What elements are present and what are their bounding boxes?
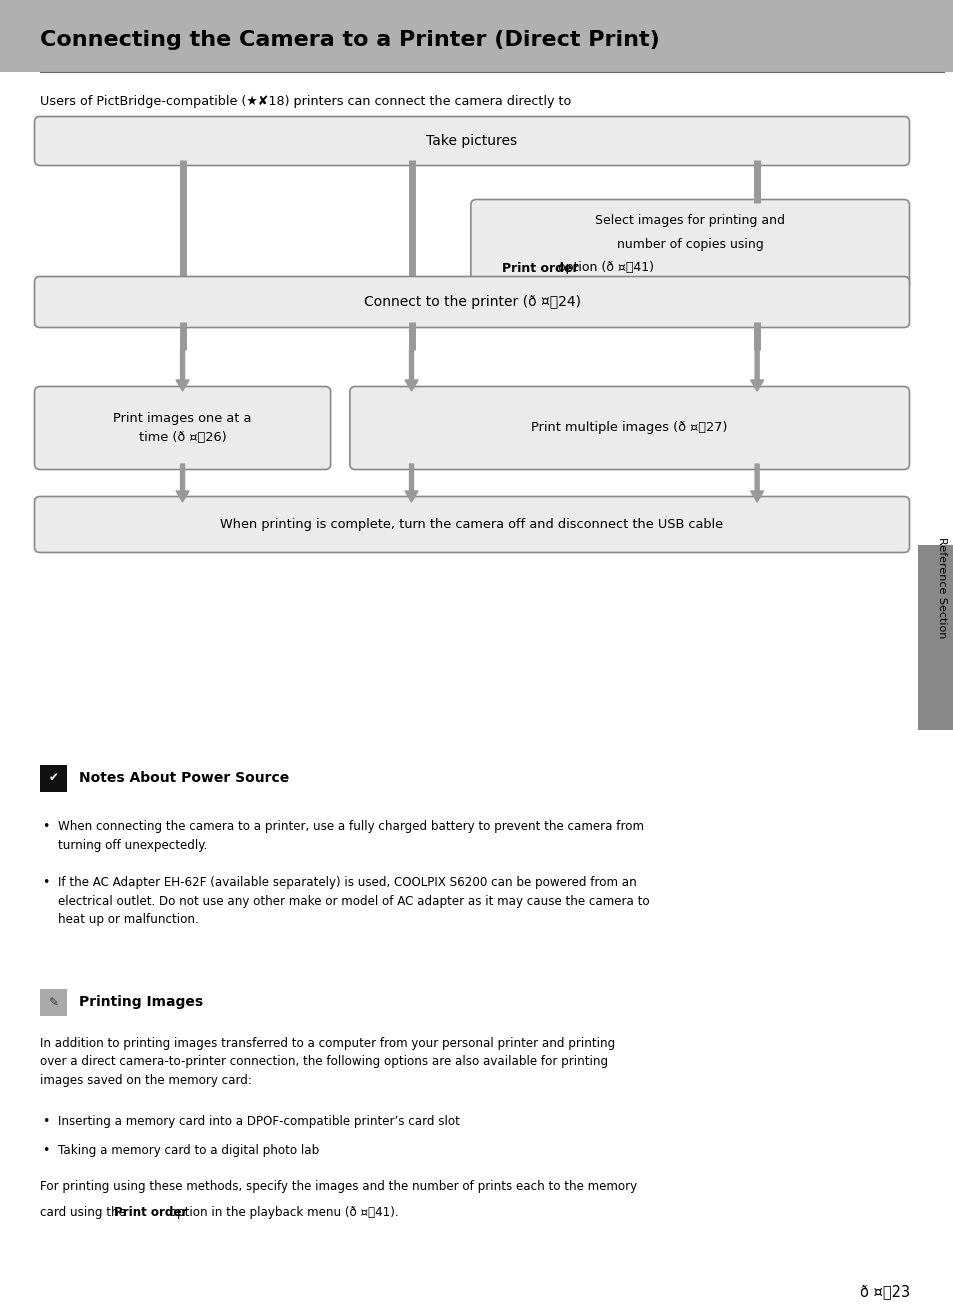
FancyBboxPatch shape: [34, 276, 908, 327]
Text: card using the: card using the: [40, 1206, 130, 1219]
Bar: [917, 545, 953, 731]
Text: •: •: [42, 876, 50, 890]
Text: •: •: [42, 1116, 50, 1127]
FancyBboxPatch shape: [34, 117, 908, 166]
FancyBboxPatch shape: [350, 386, 908, 469]
Text: ð ¤23: ð ¤23: [859, 1285, 909, 1300]
Text: Taking a memory card to a digital photo lab: Taking a memory card to a digital photo …: [58, 1144, 319, 1158]
Bar: [0, 0, 953, 72]
Text: ✎: ✎: [49, 996, 58, 1009]
Text: number of copies using: number of copies using: [617, 239, 762, 251]
Text: Take pictures: Take pictures: [426, 134, 517, 148]
Text: Notes About Power Source: Notes About Power Source: [79, 771, 289, 784]
Text: option (ð ¤41): option (ð ¤41): [554, 261, 654, 275]
Bar: [40, 988, 67, 1016]
Text: Follow the procedures below to print images.: Follow the procedures below to print ima…: [40, 150, 328, 163]
FancyArrow shape: [405, 350, 417, 392]
Text: •: •: [42, 1144, 50, 1158]
FancyArrow shape: [405, 464, 417, 502]
Text: When printing is complete, turn the camera off and disconnect the USB cable: When printing is complete, turn the came…: [220, 518, 722, 531]
Text: If the AC Adapter EH-62F (available separately) is used, COOLPIX S6200 can be po: If the AC Adapter EH-62F (available sepa…: [58, 876, 649, 926]
Text: Print images one at a
time (ð ¤26): Print images one at a time (ð ¤26): [113, 413, 252, 444]
Text: Connect to the printer (ð ¤24): Connect to the printer (ð ¤24): [363, 296, 579, 309]
FancyArrow shape: [176, 350, 189, 392]
Text: Print order: Print order: [113, 1206, 187, 1219]
Bar: [40, 765, 67, 791]
FancyBboxPatch shape: [471, 200, 908, 290]
Text: the printer and print images without using a computer.: the printer and print images without usi…: [40, 120, 392, 131]
Text: Users of PictBridge-compatible (★✘18) printers can connect the camera directly t: Users of PictBridge-compatible (★✘18) pr…: [40, 95, 571, 108]
Text: ✔: ✔: [49, 771, 58, 784]
FancyArrow shape: [750, 464, 762, 502]
FancyArrow shape: [750, 350, 762, 392]
Text: For printing using these methods, specify the images and the number of prints ea: For printing using these methods, specif…: [40, 1180, 637, 1193]
Text: Inserting a memory card into a DPOF-compatible printer’s card slot: Inserting a memory card into a DPOF-comp…: [58, 1116, 459, 1127]
Text: option in the playback menu (ð ¤41).: option in the playback menu (ð ¤41).: [166, 1206, 398, 1219]
Text: Print multiple images (ð ¤27): Print multiple images (ð ¤27): [531, 422, 727, 435]
Text: •: •: [42, 820, 50, 833]
Text: Reference Section: Reference Section: [936, 537, 946, 639]
Text: Connecting the Camera to a Printer (Direct Print): Connecting the Camera to a Printer (Dire…: [40, 30, 659, 50]
Text: Printing Images: Printing Images: [79, 995, 203, 1009]
Text: In addition to printing images transferred to a computer from your personal prin: In addition to printing images transferr…: [40, 1037, 615, 1087]
Text: Select images for printing and: Select images for printing and: [595, 214, 784, 227]
Text: When connecting the camera to a printer, use a fully charged battery to prevent : When connecting the camera to a printer,…: [58, 820, 643, 851]
Text: Print order: Print order: [501, 261, 578, 275]
FancyArrow shape: [176, 464, 189, 502]
FancyBboxPatch shape: [34, 497, 908, 552]
FancyBboxPatch shape: [34, 386, 331, 469]
